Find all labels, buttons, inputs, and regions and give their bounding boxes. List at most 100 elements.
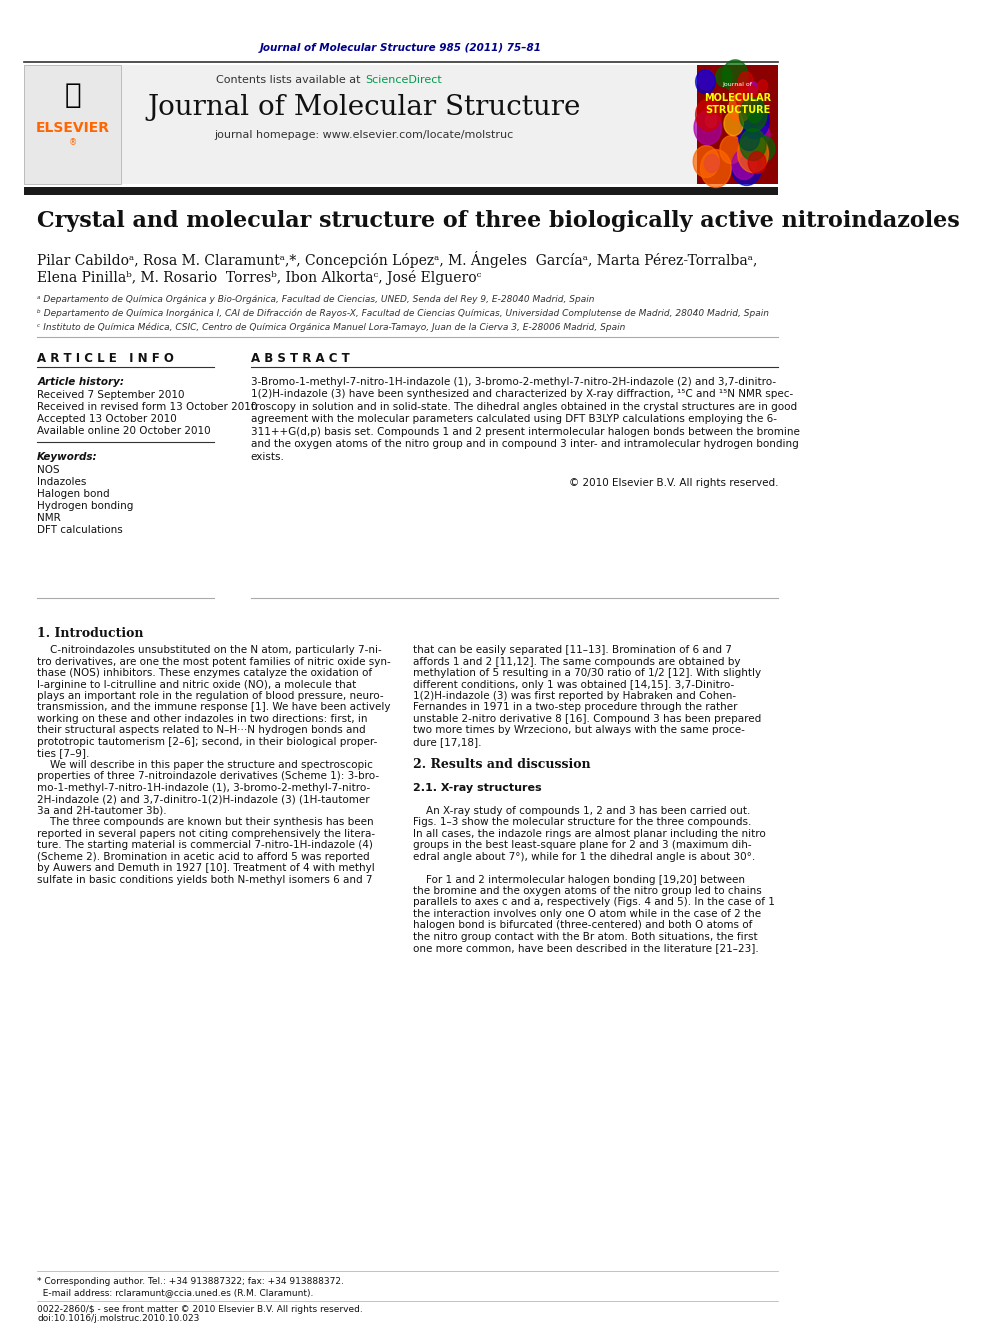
Text: plays an important role in the regulation of blood pressure, neuro-: plays an important role in the regulatio… — [38, 691, 384, 701]
Text: by Auwers and Demuth in 1927 [10]. Treatment of 4 with methyl: by Auwers and Demuth in 1927 [10]. Treat… — [38, 863, 375, 873]
Text: and the oxygen atoms of the nitro group and in compound 3 inter- and intramolecu: and the oxygen atoms of the nitro group … — [251, 439, 799, 450]
Text: 3a and 2H-tautomer 3b).: 3a and 2H-tautomer 3b). — [38, 806, 167, 816]
Circle shape — [729, 83, 743, 99]
Circle shape — [716, 66, 732, 87]
Circle shape — [720, 136, 743, 164]
Text: tro derivatives, are one the most potent families of nitric oxide syn-: tro derivatives, are one the most potent… — [38, 656, 391, 667]
Text: Received in revised form 13 October 2010: Received in revised form 13 October 2010 — [38, 402, 258, 411]
Text: 1(2)H-indazole (3) was first reported by Habraken and Cohen-: 1(2)H-indazole (3) was first reported by… — [413, 691, 736, 701]
Circle shape — [704, 155, 719, 172]
Text: working on these and other indazoles in two directions: first, in: working on these and other indazoles in … — [38, 714, 368, 724]
Circle shape — [738, 124, 760, 151]
Text: groups in the best least-square plane for 2 and 3 (maximum dih-: groups in the best least-square plane fo… — [413, 840, 751, 851]
FancyBboxPatch shape — [697, 65, 778, 184]
Circle shape — [729, 94, 752, 122]
Text: thase (NOS) inhibitors. These enzymes catalyze the oxidation of: thase (NOS) inhibitors. These enzymes ca… — [38, 668, 372, 679]
Circle shape — [705, 102, 716, 115]
Circle shape — [748, 152, 766, 173]
Text: For 1 and 2 intermolecular halogen bonding [19,20] between: For 1 and 2 intermolecular halogen bondi… — [413, 875, 745, 885]
Text: the nitro group contact with the Br atom. Both situations, the first: the nitro group contact with the Br atom… — [413, 931, 757, 942]
Text: (Scheme 2). Bromination in acetic acid to afford 5 was reported: (Scheme 2). Bromination in acetic acid t… — [38, 852, 370, 861]
Text: the bromine and the oxygen atoms of the nitro group led to chains: the bromine and the oxygen atoms of the … — [413, 886, 761, 896]
Text: DFT calculations: DFT calculations — [38, 524, 123, 534]
Text: parallels to axes c and a, respectively (Figs. 4 and 5). In the case of 1: parallels to axes c and a, respectively … — [413, 897, 775, 908]
Circle shape — [694, 111, 721, 144]
Circle shape — [695, 70, 715, 94]
FancyBboxPatch shape — [24, 65, 778, 184]
Circle shape — [740, 103, 769, 139]
Circle shape — [738, 71, 753, 90]
Text: agreement with the molecular parameters calculated using DFT B3LYP calculations : agreement with the molecular parameters … — [251, 414, 777, 425]
Text: Pilar Cabildoᵃ, Rosa M. Claramuntᵃ,*, Concepción Lópezᵃ, M. Ángeles  Garcíaᵃ, Ma: Pilar Cabildoᵃ, Rosa M. Claramuntᵃ,*, Co… — [38, 251, 758, 267]
Text: affords 1 and 2 [11,12]. The same compounds are obtained by: affords 1 and 2 [11,12]. The same compou… — [413, 656, 740, 667]
Text: MOLECULAR: MOLECULAR — [704, 93, 771, 103]
Text: Accepted 13 October 2010: Accepted 13 October 2010 — [38, 414, 177, 423]
Text: troscopy in solution and in solid-state. The dihedral angles obtained in the cry: troscopy in solution and in solid-state.… — [251, 402, 797, 411]
Text: ture. The starting material is commercial 7-nitro-1H-indazole (4): ture. The starting material is commercia… — [38, 840, 373, 851]
Text: Journal of Molecular Structure: Journal of Molecular Structure — [147, 94, 580, 122]
Text: Available online 20 October 2010: Available online 20 October 2010 — [38, 426, 211, 435]
Circle shape — [739, 98, 767, 131]
Text: that can be easily separated [11–13]. Bromination of 6 and 7: that can be easily separated [11–13]. Br… — [413, 646, 731, 655]
Circle shape — [700, 149, 731, 188]
Text: l-arginine to l-citrulline and nitric oxide (NO), a molecule that: l-arginine to l-citrulline and nitric ox… — [38, 680, 356, 689]
Text: ᵃ Departamento de Química Orgánica y Bio-Orgánica, Facultad de Ciencias, UNED, S: ᵃ Departamento de Química Orgánica y Bio… — [38, 295, 595, 304]
Circle shape — [698, 70, 714, 90]
Circle shape — [705, 114, 716, 127]
Text: reported in several papers not citing comprehensively the litera-: reported in several papers not citing co… — [38, 828, 375, 839]
Circle shape — [693, 146, 719, 177]
Text: Journal of Molecular Structure 985 (2011) 75–81: Journal of Molecular Structure 985 (2011… — [260, 42, 543, 53]
Text: STRUCTURE: STRUCTURE — [705, 105, 771, 115]
Text: prototropic tautomerism [2–6]; second, in their biological proper-: prototropic tautomerism [2–6]; second, i… — [38, 737, 378, 747]
Text: Fernandes in 1971 in a two-step procedure through the rather: Fernandes in 1971 in a two-step procedur… — [413, 703, 737, 713]
Text: Received 7 September 2010: Received 7 September 2010 — [38, 390, 185, 400]
Text: their structural aspects related to N–H···N hydrogen bonds and: their structural aspects related to N–H·… — [38, 725, 366, 736]
Text: Figs. 1–3 show the molecular structure for the three compounds.: Figs. 1–3 show the molecular structure f… — [413, 818, 751, 827]
Text: Contents lists available at: Contents lists available at — [216, 75, 364, 85]
Text: the interaction involves only one O atom while in the case of 2 the: the interaction involves only one O atom… — [413, 909, 761, 919]
Circle shape — [740, 128, 766, 160]
Text: exists.: exists. — [251, 451, 285, 462]
Text: ®: ® — [68, 138, 77, 147]
Text: sulfate in basic conditions yields both N-methyl isomers 6 and 7: sulfate in basic conditions yields both … — [38, 875, 373, 885]
Text: unstable 2-nitro derivative 8 [16]. Compound 3 has been prepared: unstable 2-nitro derivative 8 [16]. Comp… — [413, 714, 761, 724]
Circle shape — [747, 105, 762, 123]
FancyBboxPatch shape — [24, 188, 778, 196]
Text: Halogen bond: Halogen bond — [38, 488, 110, 499]
Text: 2H-indazole (2) and 3,7-dinitro-1(2)H-indazole (3) (1H-tautomer: 2H-indazole (2) and 3,7-dinitro-1(2)H-in… — [38, 794, 370, 804]
Text: transmission, and the immune response [1]. We have been actively: transmission, and the immune response [1… — [38, 703, 391, 713]
Circle shape — [732, 149, 756, 180]
Text: Journal of: Journal of — [723, 82, 753, 87]
Text: Crystal and molecular structure of three biologically active nitroindazoles: Crystal and molecular structure of three… — [38, 210, 960, 233]
Circle shape — [722, 60, 748, 91]
Text: An X-ray study of compounds 1, 2 and 3 has been carried out.: An X-ray study of compounds 1, 2 and 3 h… — [413, 806, 750, 816]
Text: C-nitroindazoles unsubstituted on the N atom, particularly 7-ni-: C-nitroindazoles unsubstituted on the N … — [38, 646, 382, 655]
Text: Elena Pinillaᵇ, M. Rosario  Torresᵇ, Ibon Alkortaᶜ, José Elgueroᶜ: Elena Pinillaᵇ, M. Rosario Torresᵇ, Ibon… — [38, 270, 481, 284]
Text: dure [17,18].: dure [17,18]. — [413, 737, 481, 747]
Text: 1(2)H-indazole (3) have been synthesized and characterized by X-ray diffraction,: 1(2)H-indazole (3) have been synthesized… — [251, 389, 793, 400]
Text: ᶜ Instituto de Química Médica, CSIC, Centro de Química Orgánica Manuel Lora-Tama: ᶜ Instituto de Química Médica, CSIC, Cen… — [38, 323, 626, 332]
Circle shape — [736, 83, 759, 111]
Text: NOS: NOS — [38, 464, 60, 475]
Text: doi:10.1016/j.molstruc.2010.10.023: doi:10.1016/j.molstruc.2010.10.023 — [38, 1314, 199, 1323]
Text: ScienceDirect: ScienceDirect — [365, 75, 441, 85]
Text: © 2010 Elsevier B.V. All rights reserved.: © 2010 Elsevier B.V. All rights reserved… — [568, 478, 778, 488]
Text: Indazoles: Indazoles — [38, 476, 86, 487]
Text: two more times by Wrzeciono, but always with the same proce-: two more times by Wrzeciono, but always … — [413, 725, 744, 736]
Circle shape — [724, 111, 743, 136]
Circle shape — [758, 79, 768, 91]
Text: In all cases, the indazole rings are almost planar including the nitro: In all cases, the indazole rings are alm… — [413, 828, 765, 839]
Text: 311++G(d,p) basis set. Compounds 1 and 2 present intermolecular halogen bonds be: 311++G(d,p) basis set. Compounds 1 and 2… — [251, 427, 800, 437]
Text: edral angle about 7°), while for 1 the dihedral angle is about 30°.: edral angle about 7°), while for 1 the d… — [413, 852, 755, 861]
Text: A B S T R A C T: A B S T R A C T — [251, 352, 349, 365]
Circle shape — [695, 99, 721, 131]
Text: journal homepage: www.elsevier.com/locate/molstruc: journal homepage: www.elsevier.com/locat… — [214, 130, 514, 140]
FancyBboxPatch shape — [24, 65, 121, 184]
Text: ties [7–9].: ties [7–9]. — [38, 749, 89, 758]
Text: Article history:: Article history: — [38, 377, 124, 386]
Text: 2. Results and discussion: 2. Results and discussion — [413, 758, 590, 771]
Circle shape — [756, 136, 775, 160]
Text: Hydrogen bonding: Hydrogen bonding — [38, 500, 134, 511]
Text: E-mail address: rclaramunt@ccia.uned.es (R.M. Claramunt).: E-mail address: rclaramunt@ccia.uned.es … — [38, 1287, 313, 1297]
Text: mo-1-methyl-7-nitro-1H-indazole (1), 3-bromo-2-methyl-7-nitro-: mo-1-methyl-7-nitro-1H-indazole (1), 3-b… — [38, 783, 370, 792]
